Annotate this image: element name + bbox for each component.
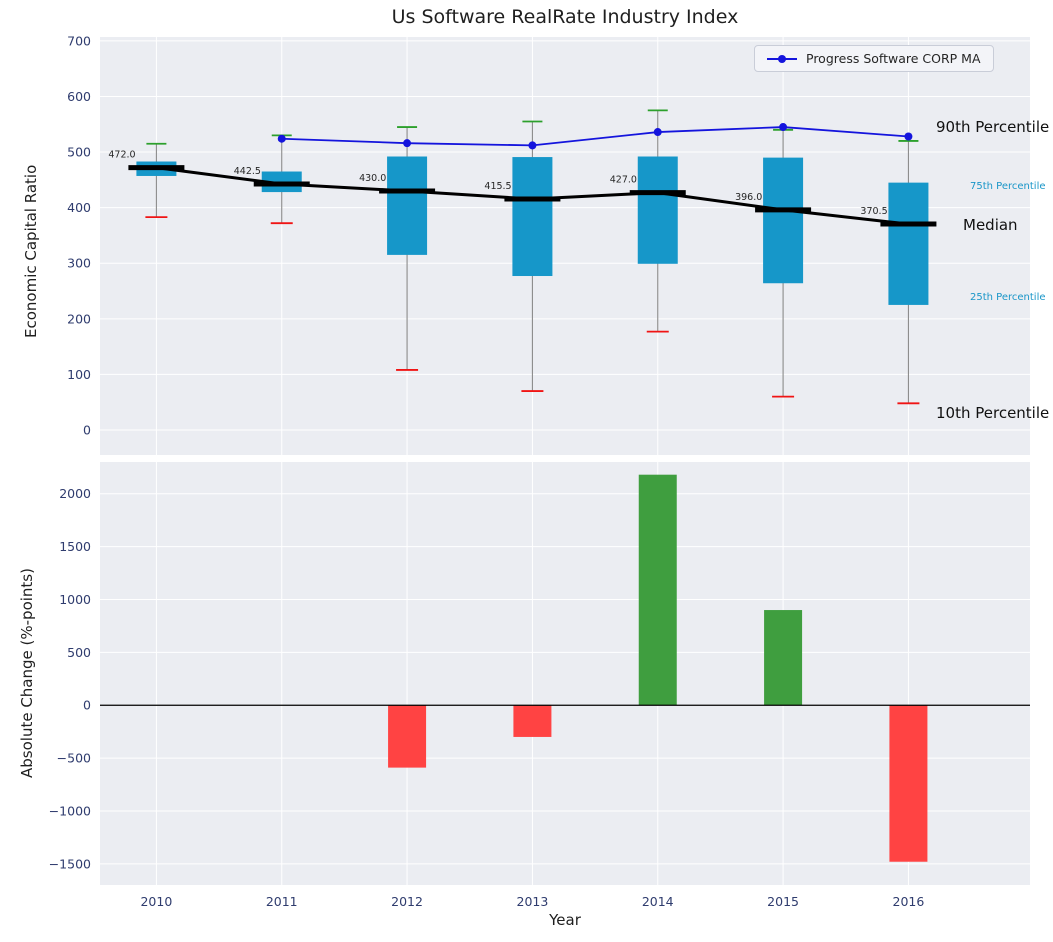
ma-point-2013 [528,141,537,150]
iqr-box-2015 [763,157,804,284]
iqr-box-2012 [387,156,428,255]
x-tick-label: 2015 [767,894,799,909]
ma-point-2012 [403,139,412,148]
bottom-ytick-label: −1500 [49,856,91,871]
bottom-ytick-label: −1000 [49,803,91,818]
top-ytick-label: 700 [67,33,91,48]
x-tick-label: 2013 [517,894,549,909]
top-ytick-label: 200 [67,311,91,326]
x-tick-label: 2014 [642,894,674,909]
top-ytick-label: 300 [67,256,91,271]
change-bar-2016 [889,705,928,862]
x-tick-label: 2012 [391,894,423,909]
top-ytick-label: 100 [67,367,91,382]
iqr-box-2014 [637,156,678,264]
x-axis-label: Year [549,911,581,929]
x-tick-label: 2010 [140,894,172,909]
change-bar-2014 [638,474,677,706]
median-value-label-2011: 442.5 [234,166,261,177]
bottom-ytick-label: 1000 [59,592,91,607]
median-value-label-2014: 427.0 [610,175,637,186]
bottom-panel-bg [100,462,1030,885]
ma-point-2015 [779,123,788,132]
median-value-label-2013: 415.5 [484,181,511,192]
top-panel-bg [100,37,1030,455]
legend-line-sample-icon [767,54,797,63]
top-ytick-label: 0 [83,422,91,437]
change-bar-2013 [513,705,552,737]
bottom-ytick-label: −500 [57,751,91,766]
iqr-box-2016 [888,182,929,305]
top-ytick-label: 600 [67,89,91,104]
median-value-label-2012: 430.0 [359,173,386,184]
change-bar-2012 [388,705,427,768]
annotation-25th-percentile: 25th Percentile [970,292,1046,303]
annotation-10th-percentile: 10th Percentile [936,404,1050,422]
x-tick-label: 2016 [893,894,925,909]
bottom-ytick-label: 2000 [59,486,91,501]
top-y-axis-label: Economic Capital Ratio [22,164,40,338]
annotation-75th-percentile: 75th Percentile [970,181,1046,192]
legend: Progress Software CORP MA [754,45,994,72]
bottom-ytick-label: 500 [67,645,91,660]
top-ytick-label: 400 [67,200,91,215]
ma-point-2016 [904,132,913,141]
ma-line [281,126,909,147]
ma-point-2011 [277,134,286,143]
bottom-ytick-label: 1500 [59,539,91,554]
x-tick-label: 2011 [266,894,298,909]
annotation-90th-percentile: 90th Percentile [936,118,1050,136]
median-value-label-2015: 396.0 [735,192,762,203]
change-bar-2015 [764,610,803,706]
chart-title: Us Software RealRate Industry Index [391,6,739,28]
iqr-box-2013 [512,157,553,277]
legend-dot-icon [778,54,786,63]
bottom-ytick-label: 0 [83,698,91,713]
median-value-label-2010: 472.0 [108,150,135,161]
legend-label: Progress Software CORP MA [806,51,981,66]
bottom-y-axis-label: Absolute Change (%-points) [18,568,36,778]
annotation-median: Median [963,216,1018,234]
top-ytick-label: 500 [67,145,91,160]
median-value-label-2016: 370.5 [860,206,887,217]
ma-point-2014 [653,128,662,137]
